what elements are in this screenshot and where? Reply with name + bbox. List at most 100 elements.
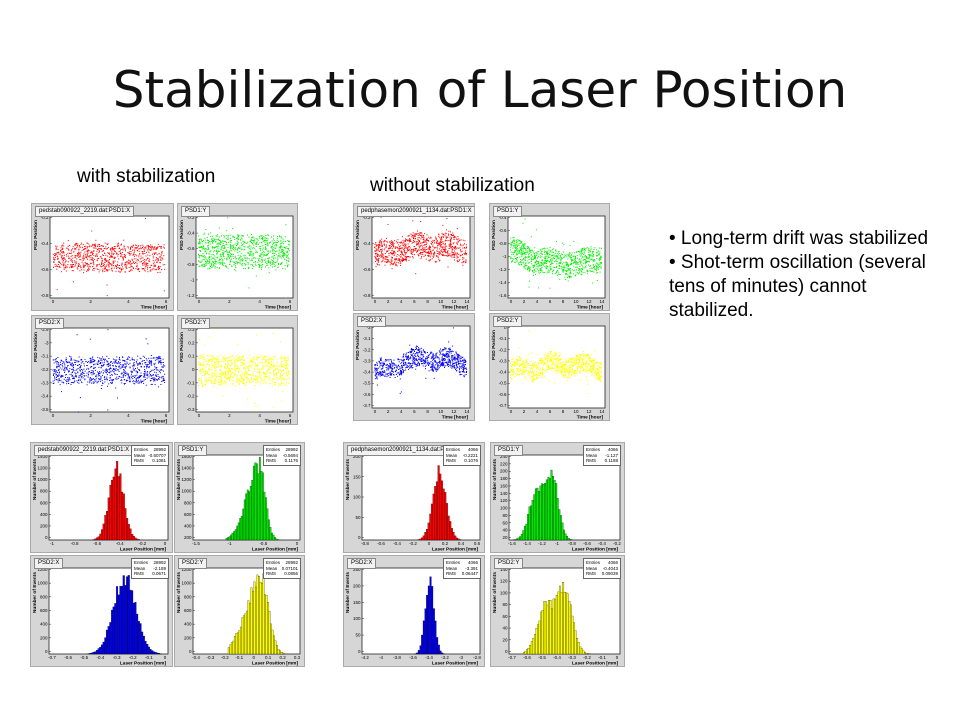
data-point [101,261,103,263]
data-point [547,257,549,259]
data-point [523,243,525,245]
data-point [253,364,255,366]
data-point [206,381,208,383]
data-point [245,260,247,262]
data-point [569,264,571,266]
data-point [595,269,597,270]
data-point [215,373,217,375]
data-point [101,245,103,247]
data-point [159,360,161,362]
data-point [139,258,141,260]
data-point [106,284,108,286]
data-point [237,236,239,238]
data-point [273,252,275,254]
time-series-plot: -0.2 -0.4 -0.6 -0.8 0 2 4 6 Time [hour] PSD Posit… [31,203,174,311]
data-point [248,378,250,380]
data-point [152,253,153,255]
data-point [599,258,601,260]
data-point [108,368,110,370]
data-point [243,366,245,368]
data-point [101,360,103,362]
data-point [201,264,203,266]
data-point [220,380,222,382]
data-point [256,356,257,358]
data-point [213,264,215,266]
data-point [237,358,239,360]
data-point [236,355,238,357]
data-point [397,250,399,252]
data-point [284,383,286,385]
data-point [271,240,273,242]
data-point [235,262,237,264]
data-point [400,254,401,256]
data-point [129,366,131,368]
data-point [236,378,238,380]
data-point [224,241,226,243]
data-point [158,378,160,380]
data-point [395,263,397,265]
data-point [65,247,67,249]
data-point [251,364,253,366]
data-point [244,363,245,365]
data-point [61,251,63,253]
data-point [421,236,423,238]
data-point [95,246,97,248]
data-point [81,242,83,244]
data-point [238,372,239,373]
x-tick-label: 0 [198,413,201,418]
data-point [142,263,144,265]
data-point [226,242,227,244]
data-point [260,375,262,377]
data-point [250,251,252,253]
data-point [376,252,378,254]
data-point [527,260,529,262]
data-point [257,257,259,259]
data-point [128,262,130,264]
data-point [215,366,217,368]
data-point [254,257,256,259]
data-point [134,364,136,366]
data-point [240,357,242,359]
data-point [237,252,239,254]
data-point [144,370,146,372]
data-point [444,234,446,236]
data-point [55,253,57,255]
data-point [385,257,387,259]
data-point [150,378,152,379]
data-point [408,256,410,258]
data-point [112,253,114,255]
data-point [232,228,234,229]
data-point [220,249,222,251]
data-point [442,247,444,249]
data-point [99,362,101,364]
data-point [208,370,210,372]
data-point [58,379,60,381]
data-point [377,260,379,262]
data-point [58,251,60,253]
data-point [69,257,71,259]
data-point [71,372,73,373]
data-point [230,362,232,364]
data-point [250,239,252,241]
data-point [528,258,530,260]
data-point [59,361,61,363]
data-point [109,253,111,255]
data-point [154,246,156,248]
data-point [254,378,256,380]
data-point [137,381,139,383]
data-point [274,266,276,268]
data-point [201,354,203,356]
data-point [149,361,151,363]
data-point [70,255,72,257]
data-point [433,254,435,256]
data-point [209,260,211,262]
data-point [377,258,379,260]
data-point [201,370,203,372]
data-point [96,374,98,376]
data-point [125,250,126,252]
data-point [152,259,154,261]
data-point [57,258,59,260]
data-point [268,250,270,252]
data-point [241,265,243,267]
data-point [131,269,133,271]
